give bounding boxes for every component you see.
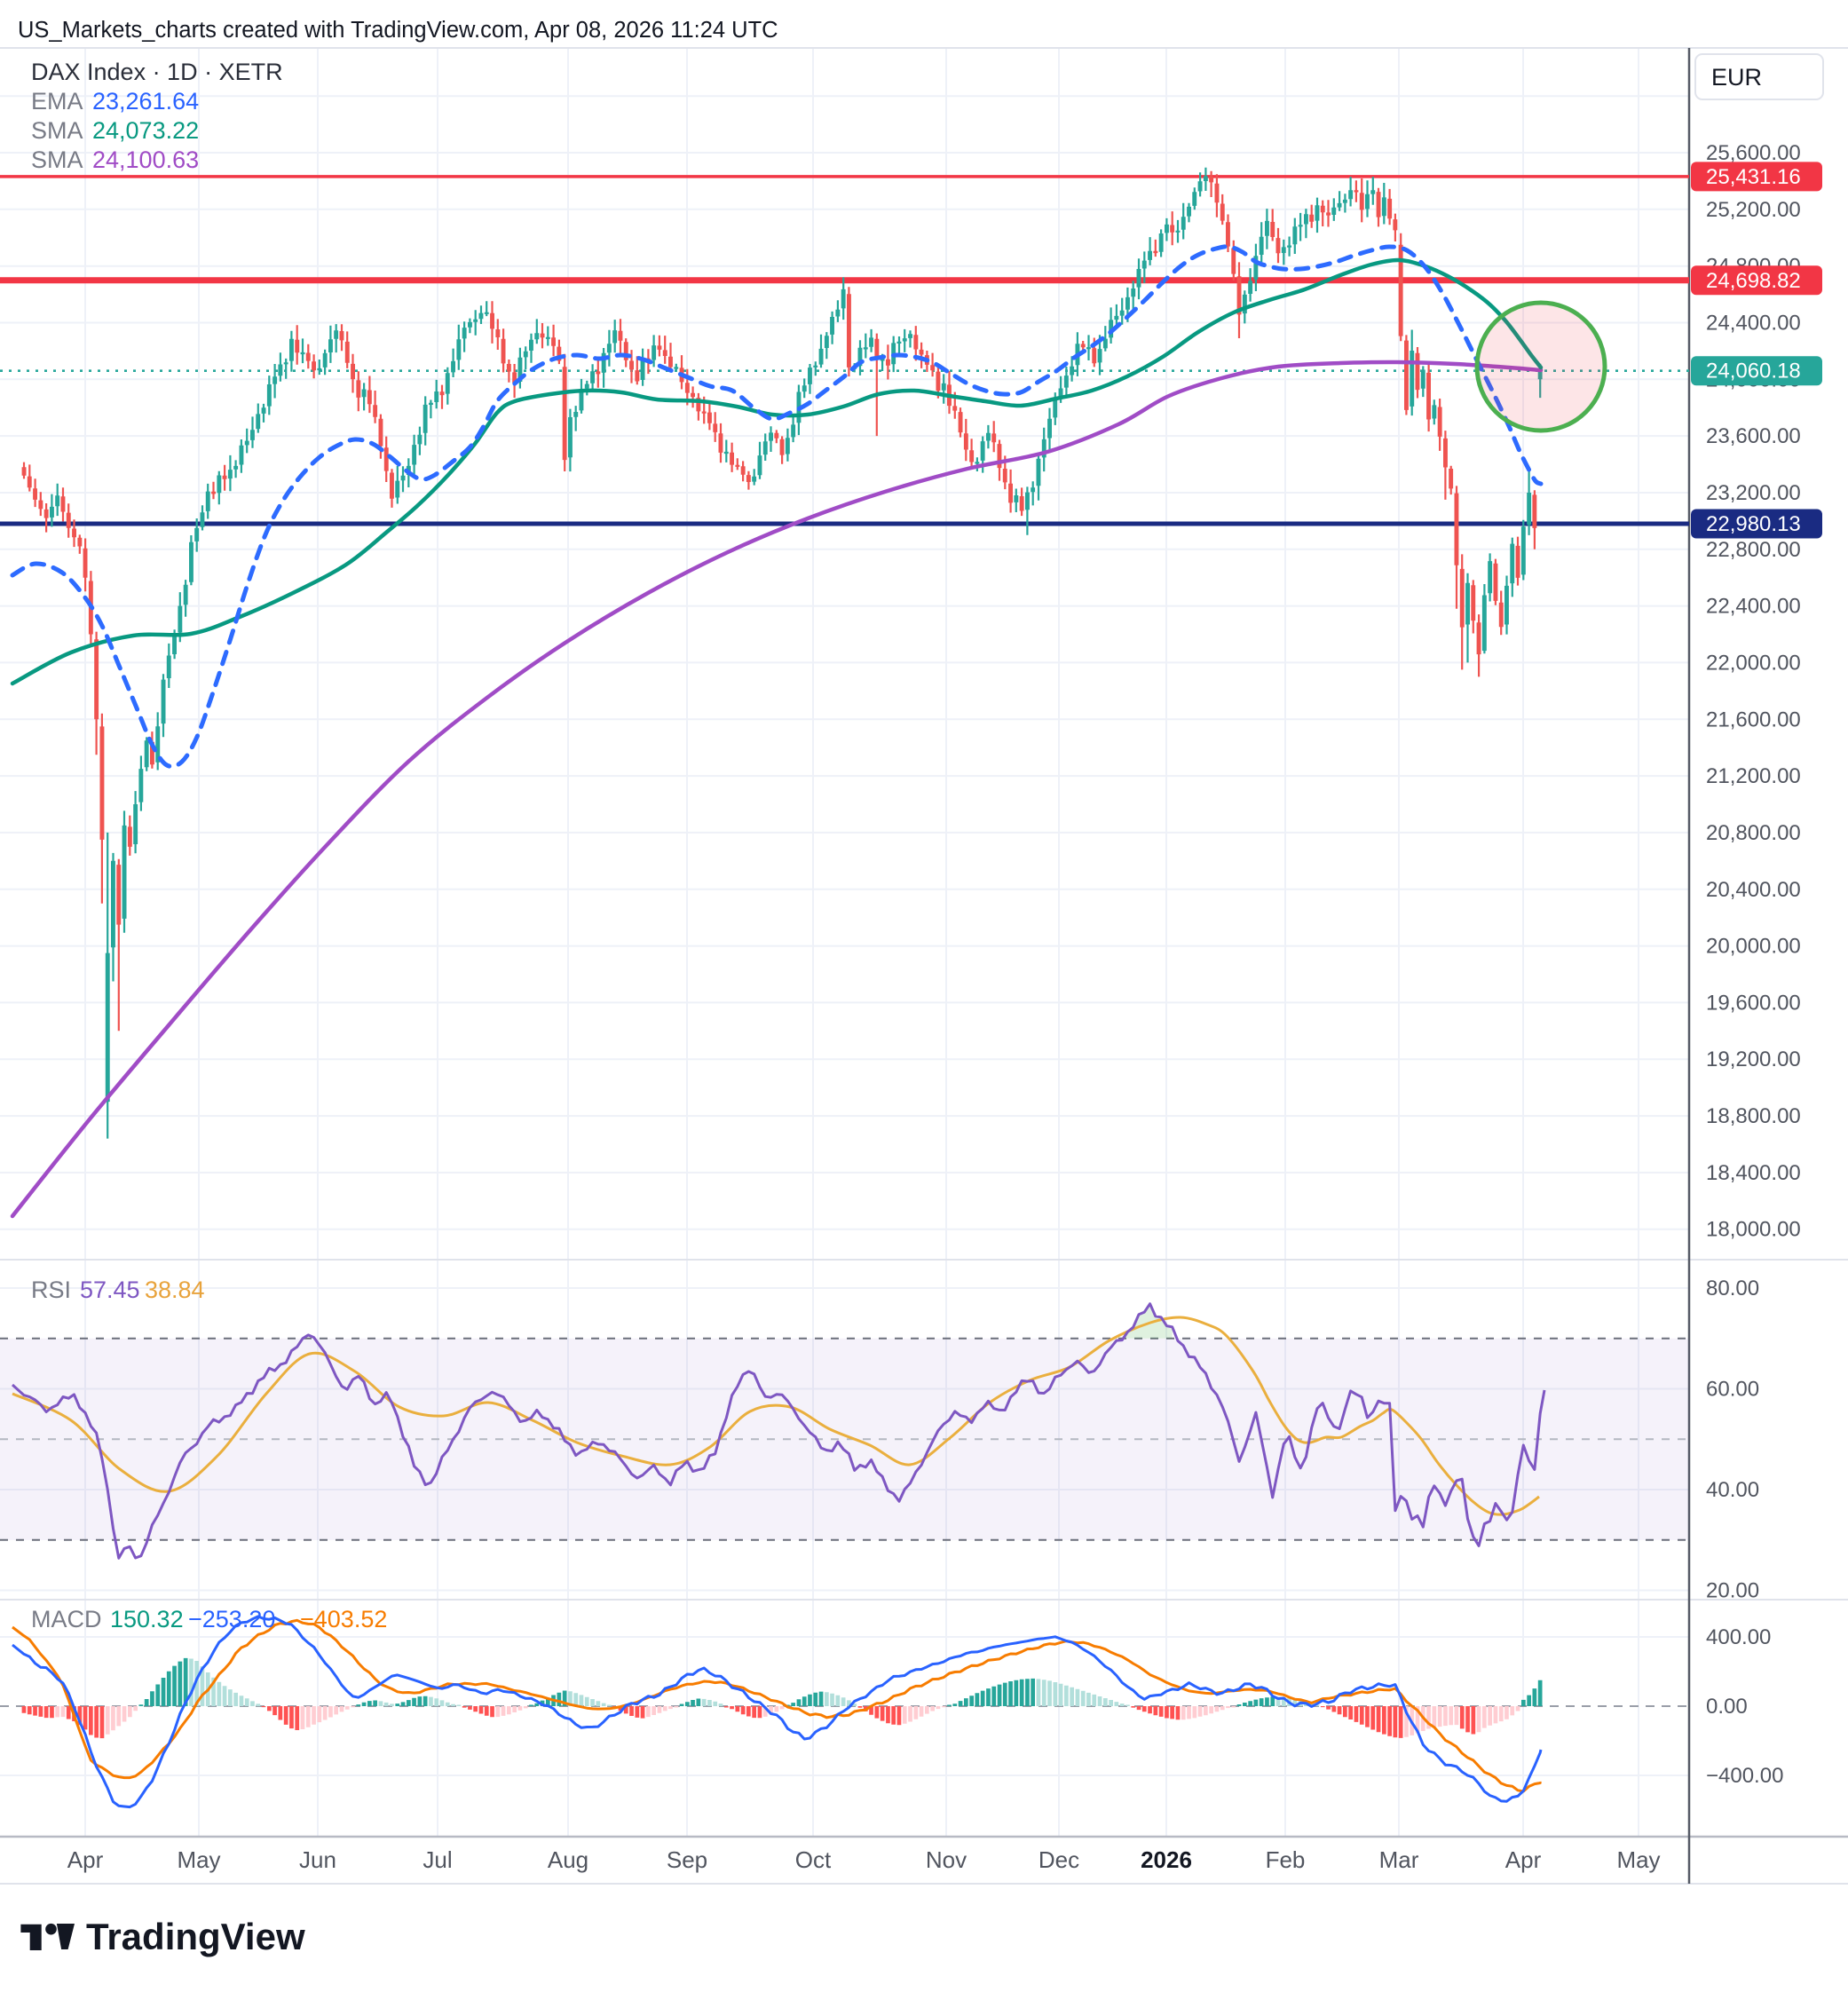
svg-text:24,100.63: 24,100.63 [92, 146, 199, 173]
svg-text:Aug: Aug [548, 1846, 588, 1873]
svg-text:20,800.00: 20,800.00 [1706, 821, 1801, 845]
svg-text:May: May [1616, 1846, 1660, 1873]
svg-text:Apr: Apr [1505, 1846, 1542, 1873]
svg-text:24,073.22: 24,073.22 [92, 117, 199, 144]
svg-text:25,431.16: 25,431.16 [1706, 165, 1801, 189]
svg-text:400.00: 400.00 [1706, 1625, 1771, 1649]
svg-text:18,400.00: 18,400.00 [1706, 1161, 1801, 1185]
svg-text:23,261.64: 23,261.64 [92, 88, 199, 115]
svg-text:21,600.00: 21,600.00 [1706, 707, 1801, 731]
svg-text:DAX Index · 1D · XETR: DAX Index · 1D · XETR [31, 59, 283, 85]
svg-text:Feb: Feb [1266, 1846, 1306, 1873]
svg-text:Jun: Jun [299, 1846, 336, 1873]
svg-text:SMA: SMA [31, 117, 83, 144]
svg-text:80.00: 80.00 [1706, 1277, 1759, 1300]
svg-text:38.84: 38.84 [145, 1277, 205, 1303]
svg-text:24,060.18: 24,060.18 [1706, 360, 1801, 383]
svg-text:SMA: SMA [31, 146, 83, 173]
svg-text:23,600.00: 23,600.00 [1706, 424, 1801, 448]
svg-text:May: May [177, 1846, 220, 1873]
svg-text:25,200.00: 25,200.00 [1706, 198, 1801, 222]
svg-text:22,980.13: 22,980.13 [1706, 512, 1801, 536]
svg-text:Nov: Nov [926, 1846, 967, 1873]
svg-text:EMA: EMA [31, 88, 83, 115]
svg-text:22,400.00: 22,400.00 [1706, 595, 1801, 619]
svg-text:Jul: Jul [423, 1846, 452, 1873]
svg-text:25,600.00: 25,600.00 [1706, 141, 1801, 165]
svg-text:MACD: MACD [31, 1606, 102, 1632]
svg-text:Dec: Dec [1039, 1846, 1079, 1873]
svg-text:24,698.82: 24,698.82 [1706, 269, 1801, 293]
svg-text:19,600.00: 19,600.00 [1706, 991, 1801, 1015]
svg-text:RSI: RSI [31, 1277, 71, 1303]
svg-text:EUR: EUR [1711, 64, 1762, 91]
svg-text:18,000.00: 18,000.00 [1706, 1218, 1801, 1242]
svg-text:Oct: Oct [795, 1846, 832, 1873]
svg-text:−403.52: −403.52 [300, 1606, 387, 1632]
svg-text:60.00: 60.00 [1706, 1378, 1759, 1402]
svg-text:22,800.00: 22,800.00 [1706, 538, 1801, 562]
svg-text:18,800.00: 18,800.00 [1706, 1104, 1801, 1128]
svg-text:0.00: 0.00 [1706, 1695, 1748, 1719]
svg-text:Mar: Mar [1379, 1846, 1419, 1873]
svg-text:TradingView: TradingView [86, 1916, 305, 1957]
svg-text:−400.00: −400.00 [1706, 1764, 1783, 1788]
svg-text:Apr: Apr [67, 1846, 104, 1873]
svg-text:40.00: 40.00 [1706, 1478, 1759, 1502]
svg-text:20,000.00: 20,000.00 [1706, 935, 1801, 959]
svg-text:24,400.00: 24,400.00 [1706, 312, 1801, 336]
svg-text:23,200.00: 23,200.00 [1706, 481, 1801, 505]
svg-text:57.45: 57.45 [80, 1277, 140, 1303]
svg-text:21,200.00: 21,200.00 [1706, 764, 1801, 788]
svg-text:20.00: 20.00 [1706, 1579, 1759, 1603]
svg-text:Sep: Sep [667, 1846, 707, 1873]
svg-text:20,400.00: 20,400.00 [1706, 878, 1801, 902]
svg-text:2026: 2026 [1141, 1846, 1192, 1873]
svg-text:22,000.00: 22,000.00 [1706, 651, 1801, 675]
svg-text:−253.20: −253.20 [188, 1606, 275, 1632]
svg-text:19,200.00: 19,200.00 [1706, 1047, 1801, 1071]
svg-text:US_Markets_charts created with: US_Markets_charts created with TradingVi… [18, 18, 778, 43]
svg-text:150.32: 150.32 [110, 1606, 184, 1632]
